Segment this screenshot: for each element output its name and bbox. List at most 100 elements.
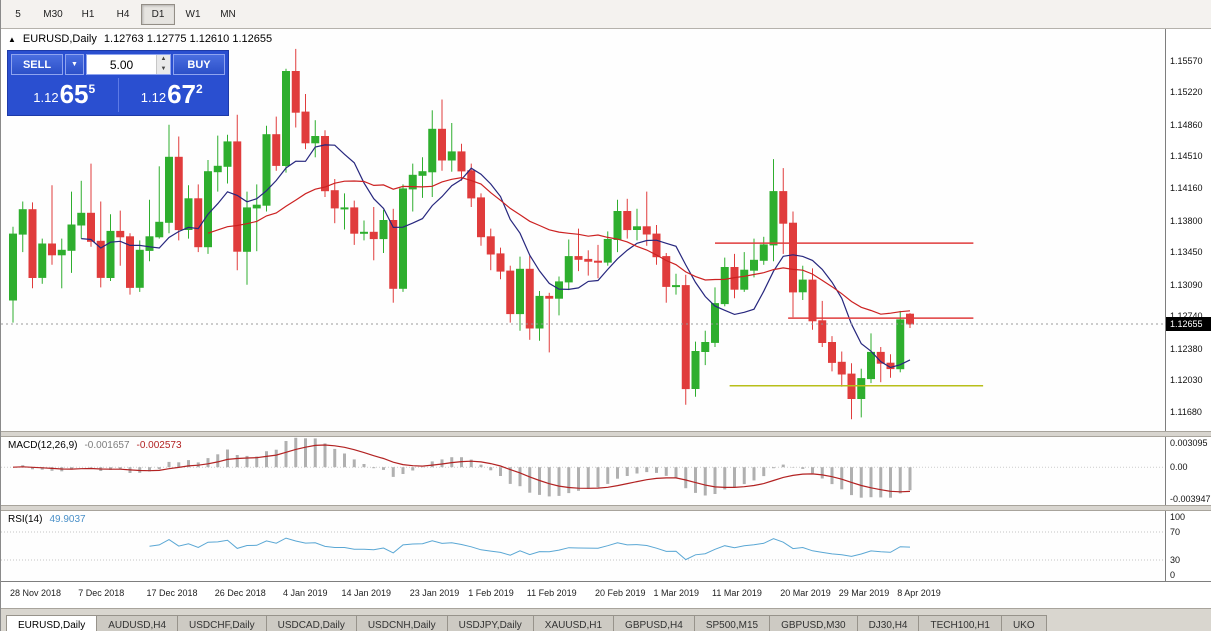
buy-price-big: 67: [167, 79, 197, 109]
date-axis-label: 20 Mar 2019: [780, 588, 831, 598]
price-axis-label: 1.14510: [1170, 151, 1203, 162]
macd-main-value: -0.001657: [84, 440, 130, 451]
date-axis-label: 11 Mar 2019: [712, 588, 762, 598]
macd-label-row: MACD(12,26,9) -0.001657 -0.002573: [8, 440, 182, 451]
lot-spinner: ▲ ▼: [156, 55, 170, 74]
date-axis-label: 28 Nov 2018: [10, 588, 62, 598]
price-axis-label: 1.13090: [1170, 279, 1203, 290]
macd-panel: MACD(12,26,9) -0.001657 -0.002573 0.0030…: [1, 437, 1211, 505]
price-panel: ▲ EURUSD,Daily 1.12763 1.12775 1.12610 1…: [1, 29, 1211, 431]
one-click-trading-panel: SELL ▼ ▲ ▼ BUY 1.12: [7, 50, 229, 117]
date-axis[interactable]: 28 Nov 2018 7 Dec 2018 17 Dec 2018 26 Dec 2…: [1, 581, 1211, 608]
rsi-plot: RSI(14) 49.9037: [1, 511, 1165, 581]
current-price-tag: 1.12655: [1166, 316, 1211, 331]
panel-splitter-2[interactable]: [1, 505, 1211, 511]
buy-price-prefix: 1.12: [140, 90, 167, 105]
chart-tab-xauusd-h1[interactable]: XAUUSD,H1: [532, 615, 615, 631]
buy-price-display[interactable]: 1.12 67 2: [117, 78, 226, 113]
chart-title: ▲ EURUSD,Daily 1.12763 1.12775 1.12610 1…: [8, 33, 272, 45]
timeframe-button-h1[interactable]: H1: [81, 8, 95, 20]
date-axis-label: 7 Dec 2018: [78, 588, 125, 598]
date-axis-label: 23 Jan 2019: [409, 588, 460, 598]
chart-ohlc-values: 1.12763 1.12775 1.12610 1.12655: [103, 33, 273, 45]
rsi-axis-label: 0: [1170, 570, 1176, 580]
rsi-axis: 100 70 30 0: [1165, 511, 1211, 581]
timeframe-button-h4[interactable]: H4: [116, 8, 130, 20]
price-axis: 1.15570 1.15220 1.14860 1.14510 1.14160 1.138…: [1165, 29, 1211, 431]
timeframe-button-mn[interactable]: MN: [220, 8, 236, 20]
sell-price-prefix: 1.12: [33, 90, 59, 105]
sell-button[interactable]: SELL: [11, 54, 63, 75]
rsi-label: RSI(14): [8, 514, 43, 525]
sell-price-big: 65: [59, 79, 89, 109]
chart-tab-dj30-h4[interactable]: DJ30,H4: [856, 615, 920, 631]
rsi-axis-label: 30: [1170, 555, 1181, 565]
price-axis-label: 1.13800: [1170, 215, 1203, 226]
price-plot: ▲ EURUSD,Daily 1.12763 1.12775 1.12610 1…: [1, 29, 1165, 431]
price-axis-label: 1.13450: [1170, 247, 1203, 258]
panel-splitter-1[interactable]: [1, 431, 1211, 437]
macd-label: MACD(12,26,9): [8, 440, 78, 451]
date-axis-label: 29 Mar 2019: [838, 588, 890, 598]
chart-tab-uko[interactable]: UKO: [1000, 615, 1047, 631]
timeframe-toolbar: 5 M30 H1 H4 D1 W1 MN: [1, 0, 1211, 29]
chart-tab-usdcnh-daily[interactable]: USDCNH,Daily: [355, 615, 448, 631]
timeframe-button-5[interactable]: 5: [15, 8, 21, 20]
chart-tab-sp500-m15[interactable]: SP500,M15: [693, 615, 771, 631]
price-axis-label: 1.14160: [1170, 182, 1203, 193]
price-axis-label: 1.11680: [1170, 407, 1202, 418]
chart-tab-audusd-h4[interactable]: AUDUSD,H4: [96, 615, 179, 631]
price-axis-label: 1.12030: [1170, 375, 1203, 386]
macd-chart-canvas[interactable]: [1, 437, 1165, 505]
chart-tab-usdchf-daily[interactable]: USDCHF,Daily: [177, 615, 267, 631]
timeframe-button-d1[interactable]: D1: [141, 3, 175, 25]
price-axis-label: 1.12380: [1170, 343, 1203, 354]
price-axis-label: 1.14860: [1170, 119, 1203, 130]
rsi-chart-canvas[interactable]: [1, 511, 1165, 581]
lot-increment-button[interactable]: ▲: [157, 55, 170, 65]
lot-dropdown-button[interactable]: ▼: [65, 54, 84, 75]
sell-price-display[interactable]: 1.12 65 5: [11, 78, 118, 112]
chart-tab-gbpusd-h4[interactable]: GBPUSD,H4: [613, 615, 695, 631]
macd-plot: MACD(12,26,9) -0.001657 -0.002573: [1, 437, 1165, 505]
chart-tab-usdcad-daily[interactable]: USDCAD,Daily: [265, 615, 357, 631]
date-axis-label: 8 Apr 2019: [897, 588, 941, 598]
macd-axis-label: 0.003095: [1170, 438, 1208, 448]
date-axis-label: 26 Dec 2018: [214, 588, 266, 598]
date-axis-label: 17 Dec 2018: [146, 588, 198, 598]
buy-price-sup: 2: [196, 82, 203, 96]
date-axis-label: 20 Feb 2019: [595, 588, 646, 598]
lot-size-field: ▲ ▼: [86, 54, 171, 75]
price-chart-canvas[interactable]: [1, 29, 1165, 431]
date-axis-label: 14 Jan 2019: [341, 588, 392, 598]
chart-symbol-title: EURUSD,Daily: [22, 33, 97, 45]
macd-signal-value: -0.002573: [136, 440, 182, 451]
rsi-value: 49.9037: [49, 514, 86, 525]
rsi-panel: RSI(14) 49.9037 100 70 30 0: [1, 511, 1211, 581]
timeframe-button-w1[interactable]: W1: [185, 8, 201, 20]
price-axis-label: 1.12740: [1170, 311, 1203, 321]
macd-axis-label: 0.00: [1170, 462, 1188, 473]
macd-axis: 0.003095 0.00 -0.003947: [1165, 437, 1211, 505]
buy-button[interactable]: BUY: [173, 54, 225, 75]
collapse-panel-icon[interactable]: ▲: [8, 34, 16, 44]
price-axis-label: 1.15220: [1170, 87, 1203, 98]
chart-tab-gbpusd-m30[interactable]: GBPUSD,M30: [769, 615, 858, 631]
lot-size-input[interactable]: [87, 55, 156, 74]
date-axis-label: 1 Feb 2019: [468, 588, 514, 598]
macd-axis-label: -0.003947: [1170, 494, 1211, 504]
date-axis-label: 11 Feb 2019: [526, 588, 577, 598]
lot-decrement-button[interactable]: ▼: [157, 64, 170, 74]
sell-price-sup: 5: [88, 82, 96, 96]
price-axis-label: 1.15570: [1170, 55, 1203, 66]
date-axis-label: 4 Jan 2019: [283, 588, 328, 598]
chart-tab-usdjpy-daily[interactable]: USDJPY,Daily: [446, 615, 534, 631]
rsi-axis-label: 70: [1170, 527, 1181, 537]
rsi-axis-label: 100: [1170, 512, 1186, 522]
chart-tab-eurusd-daily[interactable]: EURUSD,Daily: [6, 615, 98, 631]
chevron-down-icon: ▼: [71, 61, 78, 68]
timeframe-button-m30[interactable]: M30: [43, 8, 63, 20]
date-axis-label: 1 Mar 2019: [653, 588, 700, 598]
chart-tab-tech100-h1[interactable]: TECH100,H1: [918, 615, 1002, 631]
